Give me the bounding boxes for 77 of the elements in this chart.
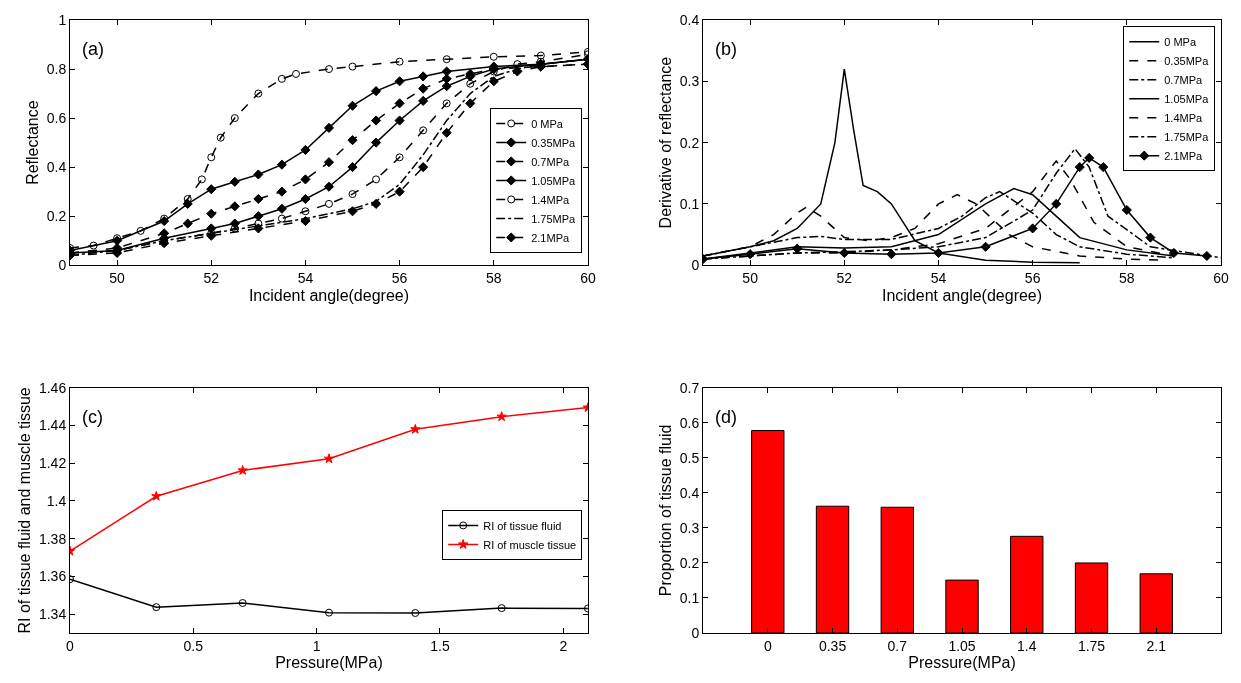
legend-label: 0.35MPa (531, 136, 577, 149)
y-tick-label: 0.4 (46, 159, 67, 176)
legend-label: 2.1MPa (531, 231, 570, 244)
x-axis-title: Incident angle(degree) (881, 286, 1043, 304)
y-axis-title: RI of tissue fluid and muscle tissue (15, 387, 33, 634)
legend-label: 1.05MPa (1164, 92, 1210, 105)
y-tick-label: 1.44 (38, 417, 67, 434)
legend-label: RI of tissue fluid (483, 519, 562, 532)
x-tick-label: 0.5 (183, 637, 204, 654)
y-axis-title: Reflectance (23, 100, 41, 185)
y-tick-label: 0.8 (46, 60, 67, 77)
legend-label: 1.4MPa (1164, 111, 1204, 124)
y-axis-title: Proportion of tissue fluid (656, 424, 674, 597)
y-tick-label: 0 (691, 624, 700, 641)
legend-label: 0.7MPa (1164, 73, 1204, 86)
legend-label: RI of muscle tissue (483, 538, 577, 551)
x-tick-label: 0 (763, 637, 772, 654)
y-tick-label: 0.5 (679, 449, 700, 466)
legend-label: 0.7MPa (531, 155, 570, 168)
annotation: (c) (82, 407, 103, 427)
x-tick-label: 58 (485, 270, 502, 286)
legend-label: 1.75MPa (1164, 130, 1210, 143)
x-tick-label: 50 (742, 270, 759, 286)
x-axis-title: Pressure(MPa) (908, 654, 1016, 672)
x-axis-title: Pressure(MPa) (275, 654, 383, 672)
x-tick-label: 0.7 (887, 637, 908, 654)
x-tick-label: 50 (109, 270, 126, 286)
y-tick-label: 0.2 (679, 554, 700, 571)
legend-label: 1.4MPa (531, 193, 570, 206)
x-tick-label: 58 (1119, 270, 1135, 286)
y-tick-label: 1.4 (46, 492, 67, 509)
annotation: (d) (715, 407, 737, 427)
x-tick-label: 56 (391, 270, 408, 286)
legend-label: 0 MPa (531, 117, 564, 130)
y-tick-label: 0.3 (679, 519, 700, 536)
x-tick-label: 60 (580, 270, 596, 286)
x-tick-label: 52 (203, 270, 220, 286)
y-tick-label: 0.2 (679, 134, 700, 151)
y-tick-label: 1.34 (38, 606, 67, 623)
y-tick-label: 1.42 (38, 455, 67, 472)
y-tick-label: 0 (58, 257, 67, 274)
y-tick-label: 0.1 (679, 195, 700, 212)
x-tick-label: 52 (836, 270, 853, 286)
y-tick-label: 0.4 (679, 484, 700, 501)
legend-label: 1.75MPa (531, 212, 577, 225)
y-tick-label: 0.7 (679, 379, 700, 396)
annotation: (a) (82, 39, 104, 59)
y-tick-label: 1 (58, 11, 67, 28)
y-tick-label: 1.36 (38, 568, 67, 585)
x-tick-label: 54 (930, 270, 947, 286)
y-tick-label: 0.6 (679, 414, 700, 431)
x-tick-label: 1.4 (1017, 637, 1037, 654)
y-tick-label: 1.46 (38, 379, 67, 396)
y-tick-label: 1.38 (38, 530, 67, 547)
x-tick-label: 0.35 (818, 637, 847, 654)
x-tick-label: 1.5 (430, 637, 450, 654)
y-tick-label: 0.4 (679, 11, 700, 28)
y-axis-title: Derivative of reflectance (656, 56, 674, 229)
legend-label: 0.35MPa (1164, 54, 1210, 67)
x-tick-label: 54 (297, 270, 314, 286)
x-tick-label: 2.1 (1146, 637, 1167, 654)
x-tick-label: 1.75 (1077, 637, 1106, 654)
x-tick-label: 1 (312, 637, 321, 654)
x-axis-title: Incident angle(degree) (248, 286, 410, 304)
annotation: (b) (715, 39, 737, 59)
legend-label: 0 MPa (1164, 35, 1197, 48)
x-tick-label: 2 (559, 637, 568, 654)
x-tick-label: 60 (1213, 270, 1229, 286)
x-tick-label: 56 (1024, 270, 1041, 286)
y-tick-label: 0.1 (679, 589, 700, 606)
y-tick-label: 0.3 (679, 73, 700, 90)
y-tick-label: 0 (691, 257, 700, 274)
x-tick-label: 1.05 (948, 637, 976, 654)
y-tick-label: 0.2 (46, 208, 67, 225)
y-tick-label: 0.6 (46, 109, 67, 126)
legend-label: 2.1MPa (1164, 149, 1204, 162)
legend-label: 1.05MPa (531, 174, 577, 187)
